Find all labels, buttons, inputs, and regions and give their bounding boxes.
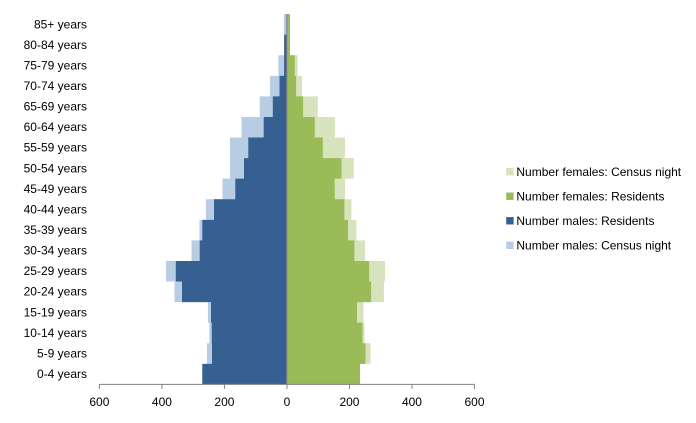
- svg-text:Number males: Census night: Number males: Census night: [516, 238, 671, 252]
- svg-text:Number females: Census night: Number females: Census night: [516, 165, 681, 179]
- svg-text:55-59 years: 55-59 years: [24, 141, 87, 155]
- svg-text:Number females: Residents: Number females: Residents: [516, 189, 664, 203]
- svg-text:600: 600: [464, 395, 484, 409]
- svg-text:20-24 years: 20-24 years: [24, 285, 87, 299]
- svg-text:70-74 years: 70-74 years: [24, 79, 87, 93]
- svg-text:200: 200: [339, 395, 359, 409]
- svg-text:0-4 years: 0-4 years: [37, 367, 87, 381]
- svg-text:30-34 years: 30-34 years: [24, 244, 87, 258]
- svg-text:85+ years: 85+ years: [34, 17, 87, 31]
- svg-text:45-49 years: 45-49 years: [24, 182, 87, 196]
- svg-text:0: 0: [284, 395, 291, 409]
- svg-text:Number males: Residents: Number males: Residents: [516, 214, 654, 228]
- svg-text:10-14 years: 10-14 years: [24, 326, 87, 340]
- svg-text:400: 400: [402, 395, 422, 409]
- svg-text:75-79 years: 75-79 years: [24, 58, 87, 72]
- svg-text:25-29 years: 25-29 years: [24, 264, 87, 278]
- svg-text:15-19 years: 15-19 years: [24, 305, 87, 319]
- svg-text:65-69 years: 65-69 years: [24, 100, 87, 114]
- svg-text:80-84 years: 80-84 years: [24, 38, 87, 52]
- svg-text:600: 600: [89, 395, 109, 409]
- svg-text:400: 400: [152, 395, 172, 409]
- svg-text:50-54 years: 50-54 years: [24, 161, 87, 175]
- svg-text:35-39 years: 35-39 years: [24, 223, 87, 237]
- svg-text:5-9 years: 5-9 years: [37, 346, 87, 360]
- svg-text:40-44 years: 40-44 years: [24, 202, 87, 216]
- svg-text:60-64 years: 60-64 years: [24, 120, 87, 134]
- svg-text:200: 200: [214, 395, 234, 409]
